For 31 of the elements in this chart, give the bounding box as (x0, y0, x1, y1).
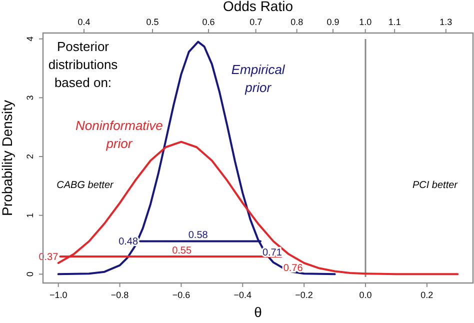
x2-tick-label: 0.5 (146, 17, 159, 27)
x-tick-label: −0.2 (295, 290, 313, 300)
x-tick-label: −0.4 (234, 290, 252, 300)
x2-tick-label: 0.4 (78, 17, 90, 27)
legend-title: Posterior distributions based on: (48, 39, 118, 90)
series-label: Noninformative prior (75, 118, 163, 151)
x2-tick-label: 0.7 (250, 17, 262, 27)
y-tick-label: 1 (25, 212, 35, 218)
x2-tick-label: 1.1 (388, 17, 401, 27)
y-tick-label: 3 (25, 95, 35, 100)
annotation: 0.58 (188, 230, 208, 242)
x2-tick-label: 0.9 (326, 17, 340, 27)
x-tick-label: −0.6 (172, 290, 190, 300)
annotation: 0.55 (172, 246, 192, 257)
series-label: Empirical prior (231, 62, 286, 95)
x-tick-label: 0.2 (420, 290, 434, 300)
x2-tick-label: 0.6 (202, 17, 215, 27)
annotation: CABG better (56, 180, 114, 191)
y-tick-label: 0 (25, 272, 35, 277)
x-axis-title: θ (254, 304, 262, 320)
x2-tick-label: 1.3 (440, 17, 452, 27)
x-tick-label: 0.0 (359, 290, 372, 300)
x2-axis-title: Odds Ratio (222, 0, 294, 14)
y-tick-label: 4 (25, 36, 35, 42)
x-tick-label: −1.0 (49, 290, 68, 300)
y-axis-title: Probability Density (0, 100, 15, 216)
y-tick-label: 2 (25, 154, 35, 160)
x2-tick-label: 0.8 (290, 17, 304, 27)
x-tick-label: −0.8 (110, 290, 129, 300)
x2-tick-label: 1.0 (359, 17, 372, 27)
annotation: PCI better (412, 180, 458, 191)
